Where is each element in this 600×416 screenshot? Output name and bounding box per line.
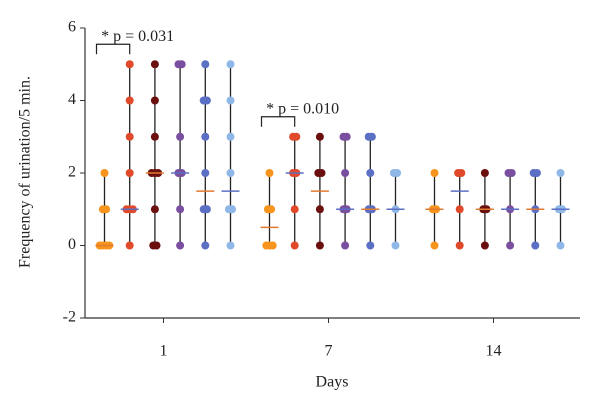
dot (315, 205, 324, 214)
dot (457, 169, 466, 177)
y-axis-label: Frequency of urination/5 min. (17, 76, 34, 268)
dot (226, 60, 235, 69)
significance-bracket (260, 116, 296, 127)
x-tick-label: 7 (325, 343, 333, 360)
dot (455, 241, 464, 250)
dot (455, 205, 464, 214)
dot (532, 169, 541, 177)
dot (176, 205, 185, 214)
dot (366, 169, 375, 177)
dot (150, 96, 159, 105)
dot (341, 241, 350, 250)
dot (202, 205, 211, 214)
dot (430, 169, 439, 177)
dot (315, 241, 324, 250)
dot (342, 132, 351, 141)
dot (152, 241, 161, 250)
dot (556, 169, 565, 177)
annotation: * p = 0.010 (266, 100, 339, 117)
y-tick-label: 4 (68, 91, 76, 108)
dot (177, 60, 186, 69)
y-tick-label: 0 (68, 236, 76, 253)
dot (100, 169, 109, 177)
x-tick-label: 1 (160, 343, 168, 360)
dot (290, 241, 299, 250)
dot (480, 241, 489, 250)
dot (430, 241, 439, 250)
dot (150, 205, 159, 214)
dot (201, 60, 210, 69)
significance-bracket (95, 43, 131, 55)
dot (125, 60, 134, 69)
annotation: * p = 0.031 (101, 28, 174, 45)
dot (125, 96, 134, 105)
dot (125, 241, 134, 250)
dot (201, 169, 210, 177)
dot (507, 169, 516, 177)
dot (228, 205, 237, 214)
y-tick-label: 6 (68, 19, 76, 36)
x-tick-label: 14 (486, 343, 502, 360)
dot (506, 241, 515, 250)
dot (393, 169, 402, 177)
dot (201, 241, 210, 250)
y-tick-label: 2 (68, 164, 76, 181)
dot (315, 132, 324, 141)
dot (366, 241, 375, 250)
dot (556, 241, 565, 250)
dot (125, 169, 134, 177)
dot (480, 169, 489, 177)
x-axis-label: Days (316, 374, 349, 391)
dot (267, 205, 276, 214)
dot (226, 96, 235, 105)
dot (150, 132, 159, 141)
dot (102, 205, 111, 214)
dot (150, 60, 159, 69)
dot (317, 169, 326, 177)
dot (268, 241, 277, 250)
dot (176, 132, 185, 141)
dot (367, 132, 376, 141)
dot (290, 205, 299, 214)
dot (202, 96, 211, 105)
dot (531, 241, 540, 250)
dot (265, 169, 274, 177)
dot (226, 169, 235, 177)
dot (201, 132, 210, 141)
dot (125, 132, 134, 141)
dot (226, 241, 235, 250)
dot (341, 169, 350, 177)
y-tick-label: -2 (63, 309, 76, 326)
dot (391, 241, 400, 250)
dot (176, 241, 185, 250)
dot (226, 132, 235, 141)
dot (292, 132, 301, 141)
